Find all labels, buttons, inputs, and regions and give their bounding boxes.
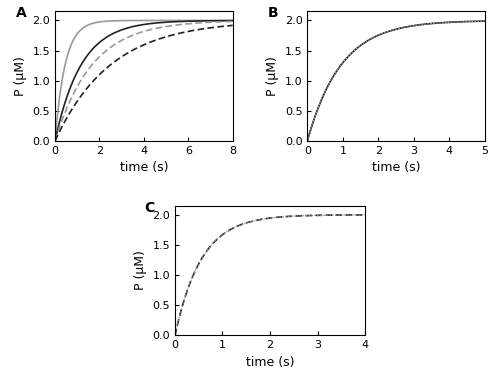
X-axis label: time (s): time (s) [372, 162, 420, 174]
Text: C: C [144, 200, 155, 215]
Y-axis label: P (μM): P (μM) [134, 251, 147, 290]
Y-axis label: P (μM): P (μM) [14, 56, 27, 96]
X-axis label: time (s): time (s) [246, 356, 294, 369]
Y-axis label: P (μM): P (μM) [266, 56, 279, 96]
Text: A: A [16, 6, 26, 20]
Text: B: B [268, 6, 279, 20]
X-axis label: time (s): time (s) [120, 162, 168, 174]
